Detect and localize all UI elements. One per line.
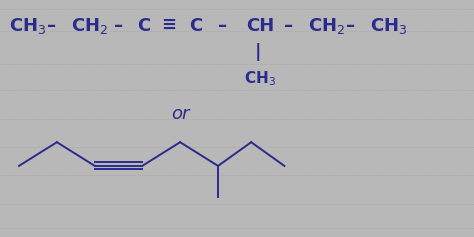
Text: ≡: ≡ <box>161 16 176 34</box>
Text: CH$_2$: CH$_2$ <box>308 16 345 36</box>
Text: CH$_3$: CH$_3$ <box>244 69 276 87</box>
Text: CH$_3$: CH$_3$ <box>370 16 407 36</box>
Text: |: | <box>255 43 262 61</box>
Text: CH: CH <box>246 17 275 35</box>
Text: or: or <box>171 105 189 123</box>
Text: C: C <box>190 17 203 35</box>
Text: –: – <box>218 17 227 35</box>
Text: –: – <box>284 17 293 35</box>
Text: CH$_3$: CH$_3$ <box>9 16 47 36</box>
Text: –: – <box>47 17 56 35</box>
Text: –: – <box>346 17 355 35</box>
Text: C: C <box>137 17 151 35</box>
Text: CH$_2$: CH$_2$ <box>71 16 108 36</box>
Text: –: – <box>114 17 123 35</box>
